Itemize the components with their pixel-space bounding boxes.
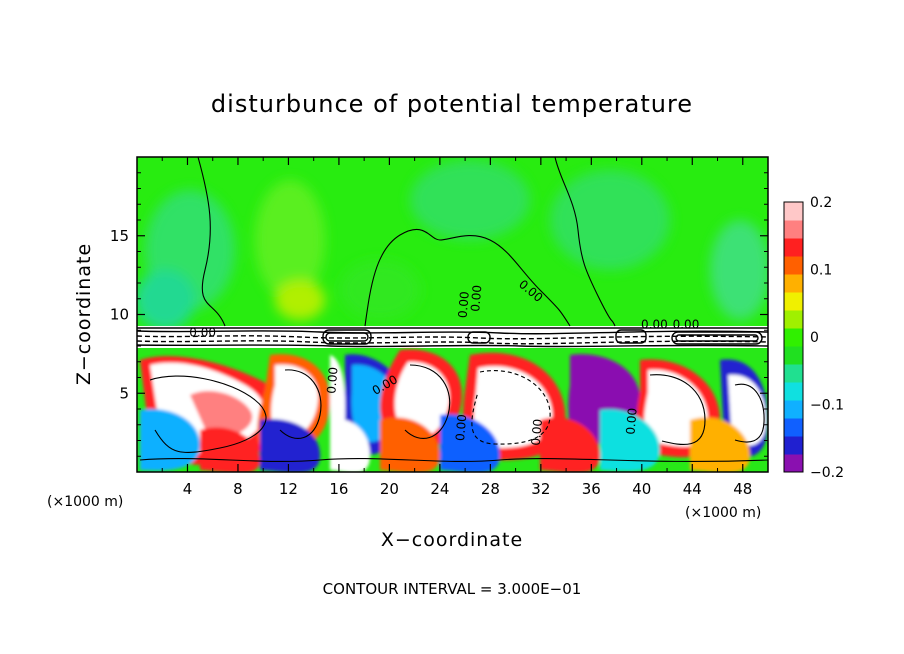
colorbar-swatch	[784, 418, 803, 437]
x-tick-label: 4	[183, 480, 193, 498]
colorbar-swatch	[784, 256, 803, 275]
contour-label: 0.00	[641, 318, 668, 332]
contour-label: 0.00	[189, 326, 216, 340]
colorbar-swatch	[784, 238, 803, 257]
colorbar-ticks: 0.2 0.1 0 −0.1 −0.2	[810, 195, 844, 481]
colorbar-swatch	[784, 436, 803, 455]
colorbar-tick-label: 0.1	[810, 263, 832, 279]
x-axis-ticks: 4 8 12 16 20 24 28 32 36 40 44 48	[161, 157, 752, 498]
colorbar-swatch	[784, 220, 803, 239]
x-tick-label: 44	[683, 480, 702, 498]
y-axis-ticks: 5 10 15	[110, 172, 768, 457]
contour-label: 0.00	[673, 318, 700, 332]
contour-label: 0.00	[456, 291, 472, 319]
colorbar-swatch	[784, 382, 803, 401]
chart-title: disturbunce of potential temperature	[211, 90, 693, 118]
contour-label: 0.00	[324, 366, 340, 394]
colorbar-tick-label: −0.1	[810, 398, 844, 414]
x-tick-label: 32	[531, 480, 550, 498]
x-tick-label: 24	[430, 480, 449, 498]
x-unit-left: (×1000 m)	[47, 494, 123, 510]
colorbar-swatch	[784, 346, 803, 365]
heatmap-field: 0.000.00 0.000.00 0.000.00 0.000.00 0.00 0.00…	[137, 157, 768, 472]
colorbar	[783, 201, 804, 473]
x-tick-label: 40	[632, 480, 651, 498]
y-tick-label: 15	[110, 227, 129, 245]
x-tick-label: 28	[481, 480, 500, 498]
colorbar-tick-label: 0.2	[810, 195, 832, 211]
colorbar-swatch	[784, 364, 803, 383]
x-tick-label: 12	[279, 480, 298, 498]
contour-label: 0.00	[453, 414, 469, 442]
y-tick-label: 10	[110, 306, 129, 324]
colorbar-swatch	[784, 400, 803, 419]
contour-label: 0.00	[468, 284, 484, 312]
x-axis-label: X−coordinate	[381, 529, 523, 551]
contour-interval-note: CONTOUR INTERVAL = 3.000E−01	[323, 580, 582, 598]
x-tick-label: 36	[582, 480, 601, 498]
x-unit-right: (×1000 m)	[685, 505, 761, 521]
colorbar-tick-label: −0.2	[810, 465, 844, 481]
colorbar-tick-label: 0	[810, 330, 819, 346]
contour-label: 0.00	[623, 407, 639, 435]
x-tick-label: 8	[233, 480, 243, 498]
x-tick-label: 16	[329, 480, 348, 498]
colorbar-swatch	[784, 202, 803, 221]
x-tick-label: 48	[733, 480, 752, 498]
contour-label: 0.00	[529, 418, 545, 446]
colorbar-swatch	[784, 328, 803, 347]
y-axis-label: Z−coordinate	[73, 243, 95, 385]
colorbar-frame	[783, 201, 804, 473]
x-tick-label: 20	[380, 480, 399, 498]
colorbar-swatch	[784, 274, 803, 293]
colorbar-swatch	[784, 454, 803, 473]
colorbar-swatch	[784, 310, 803, 329]
colorbar-swatch	[784, 292, 803, 311]
y-tick-label: 5	[119, 384, 129, 402]
